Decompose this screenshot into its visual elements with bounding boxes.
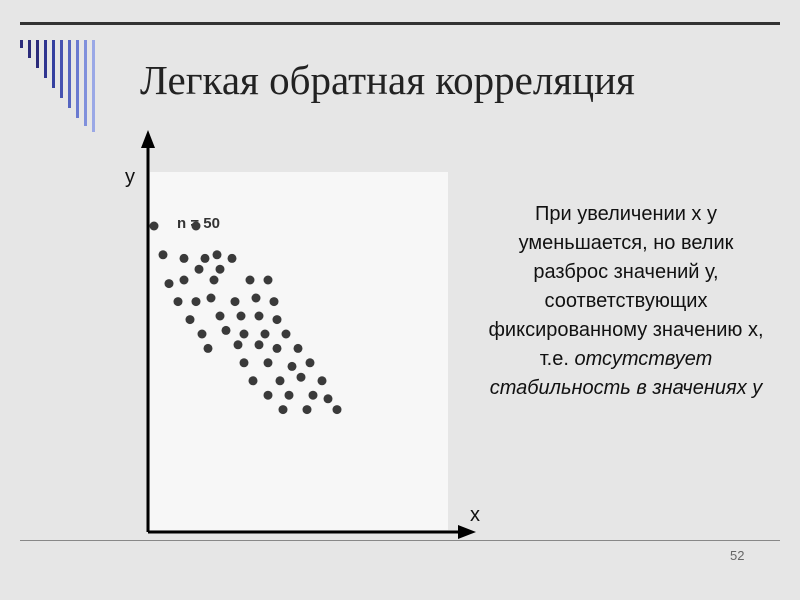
scatter-point-26: [197, 329, 207, 339]
scatter-point-30: [281, 329, 291, 339]
scatter-point-6: [212, 250, 222, 260]
scatter-point-45: [284, 390, 294, 400]
scatter-point-42: [296, 372, 306, 382]
scatter-point-24: [254, 311, 264, 321]
scatter-point-18: [230, 297, 240, 307]
scatter-point-9: [215, 264, 225, 274]
x-axis-label: x: [470, 504, 480, 526]
scatter-point-2: [191, 221, 201, 231]
top-rule: [20, 22, 780, 25]
scatter-point-36: [239, 358, 249, 368]
scatter-point-34: [272, 343, 282, 353]
scatter-point-35: [293, 343, 303, 353]
page-title: Легкая обратная корреляция: [140, 57, 635, 103]
scatter-point-25: [272, 315, 282, 325]
scatter-point-43: [317, 376, 327, 386]
decorative-stripes-icon: [20, 40, 95, 132]
scatter-point-38: [287, 361, 297, 371]
scatter-point-12: [209, 275, 219, 285]
scatter-point-10: [164, 279, 174, 289]
description-italic: отсутствует стабильность в значениях у: [489, 348, 763, 399]
scatter-point-46: [308, 390, 318, 400]
scatter-point-20: [269, 297, 279, 307]
scatter-point-21: [185, 315, 195, 325]
scatter-point-39: [305, 358, 315, 368]
scatter-point-15: [173, 297, 183, 307]
scatter-point-19: [251, 293, 261, 303]
scatter-point-50: [332, 405, 342, 415]
scatter-point-41: [275, 376, 285, 386]
scatter-point-22: [215, 311, 225, 321]
description-text: При увеличении х у уменьшается, но велик…: [486, 200, 766, 403]
scatter-point-13: [245, 275, 255, 285]
scatter-point-27: [221, 325, 231, 335]
page-number: 52: [730, 548, 745, 563]
scatter-point-11: [179, 275, 189, 285]
scatter-point-32: [233, 340, 243, 350]
scatter-point-47: [323, 394, 333, 404]
scatter-point-49: [302, 405, 312, 415]
scatter-point-16: [191, 297, 201, 307]
y-axis-label: y: [125, 166, 135, 188]
scatter-point-33: [254, 340, 264, 350]
scatter-point-48: [278, 405, 288, 415]
scatter-point-40: [248, 376, 258, 386]
scatter-point-17: [206, 293, 216, 303]
scatter-point-3: [158, 250, 168, 260]
bottom-rule: [20, 540, 780, 541]
scatter-point-8: [194, 264, 204, 274]
scatter-point-44: [263, 390, 273, 400]
scatter-point-23: [236, 311, 246, 321]
scatter-points: [149, 221, 342, 415]
scatter-point-31: [203, 343, 213, 353]
scatter-point-7: [227, 253, 237, 263]
scatter-point-14: [263, 275, 273, 285]
y-axis-arrow-icon: [141, 130, 155, 148]
description-main: При увеличении х у уменьшается, но велик…: [488, 203, 764, 370]
scatter-point-28: [239, 329, 249, 339]
scatter-point-29: [260, 329, 270, 339]
scatter-point-37: [263, 358, 273, 368]
scatter-point-1: [149, 221, 159, 231]
x-axis-arrow-icon: [458, 525, 476, 539]
scatter-point-4: [179, 253, 189, 263]
scatter-point-5: [200, 253, 210, 263]
